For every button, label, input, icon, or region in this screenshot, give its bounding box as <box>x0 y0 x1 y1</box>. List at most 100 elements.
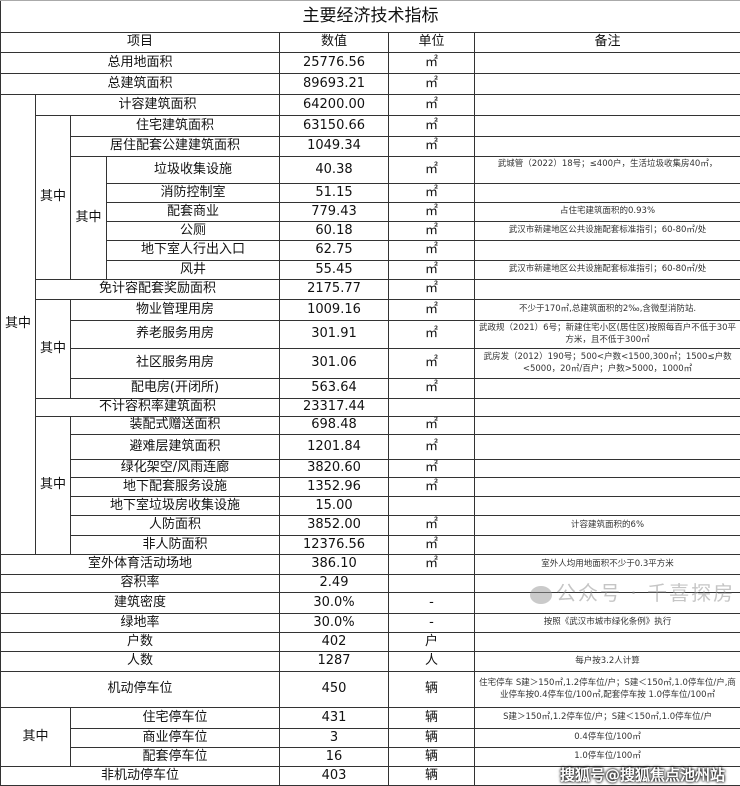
item-unit: ㎡ <box>389 203 475 222</box>
item-unit: 辆 <box>389 708 475 729</box>
item-unit: ㎡ <box>389 280 475 300</box>
item-note: 武城管（2022）18号；≤400户，生活垃圾收集房40㎡， <box>475 157 740 184</box>
wechat-watermark: 公众号 · 千喜探房 <box>530 581 735 605</box>
group-label-qizhong: 其中 <box>36 417 71 555</box>
item-value: 301.06 <box>280 349 389 379</box>
group-label-qizhong: 其中 <box>36 300 71 399</box>
item-name: 总用地面积 <box>1 53 280 74</box>
item-value: 563.64 <box>280 379 389 399</box>
item-name: 总建筑面积 <box>1 74 280 95</box>
item-unit: ㎡ <box>389 95 475 116</box>
item-name: 绿化架空/风雨连廊 <box>71 460 280 478</box>
item-value: 402 <box>280 633 389 652</box>
item-unit: ㎡ <box>389 321 475 349</box>
item-name: 非人防面积 <box>71 536 280 555</box>
group-label-qizhong: 其中 <box>36 116 71 280</box>
item-value: 62.75 <box>280 241 389 261</box>
item-note: 每户按3.2人计算 <box>475 652 740 672</box>
item-name: 建筑密度 <box>1 593 280 614</box>
item-note <box>475 74 740 95</box>
item-unit <box>389 399 475 417</box>
item-unit: ㎡ <box>389 516 475 536</box>
item-name: 绿地率 <box>1 614 280 633</box>
item-unit: - <box>389 614 475 633</box>
item-name: 户数 <box>1 633 280 652</box>
item-name: 养老服务用房 <box>71 321 280 349</box>
item-note: 武政规（2021）6号；新建住宅小区(居住区)按照每百户不低于30平方米，且不低… <box>475 321 740 349</box>
item-name: 地下室人行出入口 <box>107 241 280 261</box>
item-note: 0.4停车位/100㎡ <box>475 729 740 748</box>
item-unit: ㎡ <box>389 536 475 555</box>
item-unit: ㎡ <box>389 349 475 379</box>
item-name: 配电房(开闭所) <box>71 379 280 399</box>
item-name: 物业管理用房 <box>71 300 280 321</box>
item-unit: ㎡ <box>389 157 475 184</box>
item-value: 25776.56 <box>280 53 389 74</box>
item-note: 1.0停车位/100㎡ <box>475 748 740 767</box>
item-value: 60.18 <box>280 222 389 241</box>
item-name: 消防控制室 <box>107 184 280 203</box>
item-name: 避难层建筑面积 <box>71 435 280 460</box>
item-name: 不计容积率建筑面积 <box>36 399 280 417</box>
item-value: 30.0% <box>280 614 389 633</box>
item-value: 1287 <box>280 652 389 672</box>
item-value: 51.15 <box>280 184 389 203</box>
item-unit: 辆 <box>389 729 475 748</box>
item-unit: 人 <box>389 652 475 672</box>
item-unit: ㎡ <box>389 222 475 241</box>
item-value: 16 <box>280 748 389 767</box>
item-unit <box>389 575 475 593</box>
item-name: 住宅停车位 <box>71 708 280 729</box>
item-value: 450 <box>280 672 389 708</box>
item-name: 计容建筑面积 <box>36 95 280 116</box>
item-unit: 辆 <box>389 767 475 786</box>
item-note <box>475 460 740 478</box>
item-value: 403 <box>280 767 389 786</box>
item-name: 免计容配套奖励面积 <box>36 280 280 300</box>
header-item: 项目 <box>1 33 280 53</box>
item-unit: ㎡ <box>389 74 475 95</box>
item-note: 武汉市新建地区公共设施配套标准指引；60-80㎡/处 <box>475 222 740 241</box>
item-note: 武房发（2012）190号；500<户数<1500,300㎡；1500≤户数<5… <box>475 349 740 379</box>
item-note: 计容建筑面积的6% <box>475 516 740 536</box>
item-name: 配套停车位 <box>71 748 280 767</box>
item-note <box>475 536 740 555</box>
group-label-qizhong: 其中 <box>1 708 71 767</box>
item-value: 12376.56 <box>280 536 389 555</box>
item-value: 3852.00 <box>280 516 389 536</box>
item-unit: ㎡ <box>389 184 475 203</box>
item-note <box>475 116 740 137</box>
item-value: 1009.16 <box>280 300 389 321</box>
item-value: 64200.00 <box>280 95 389 116</box>
item-note <box>475 95 740 116</box>
item-note <box>475 184 740 203</box>
item-value: 431 <box>280 708 389 729</box>
header-value: 数值 <box>280 33 389 53</box>
item-value: 1049.34 <box>280 137 389 157</box>
item-name: 公厕 <box>107 222 280 241</box>
item-unit <box>389 497 475 516</box>
group-label-qizhong: 其中 <box>1 95 36 555</box>
item-note <box>475 417 740 435</box>
item-note <box>475 435 740 460</box>
item-value: 1352.96 <box>280 478 389 497</box>
item-name: 非机动停车位 <box>1 767 280 786</box>
